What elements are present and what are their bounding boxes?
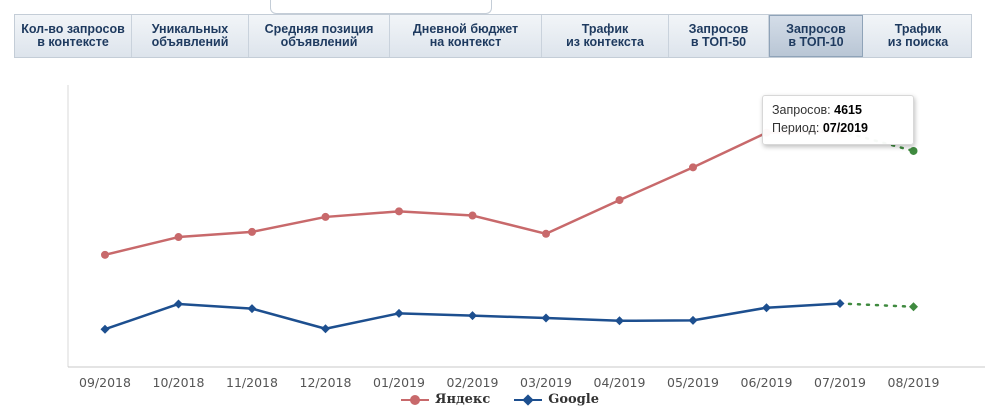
line-chart: 09/2018 10/2018 11/2018 12/2018 01/2019 02/20… bbox=[67, 85, 985, 390]
data-point bbox=[321, 212, 330, 221]
x-tick-label: 08/2019 bbox=[888, 375, 940, 390]
diamond-marker-icon bbox=[514, 394, 543, 406]
legend-item-0[interactable]: Яндекс bbox=[401, 392, 490, 407]
data-point bbox=[100, 324, 110, 334]
data-point bbox=[321, 324, 330, 334]
data-point bbox=[541, 313, 551, 323]
x-tick-label: 10/2018 bbox=[153, 375, 205, 390]
data-point bbox=[248, 227, 256, 236]
x-tick-label: 03/2019 bbox=[520, 375, 572, 390]
legend: Яндекс Google bbox=[0, 392, 1000, 407]
tab-0[interactable]: Кол-во запросов в контексте bbox=[15, 15, 132, 57]
data-point bbox=[468, 211, 477, 220]
data-point bbox=[468, 311, 477, 321]
x-tick-label: 04/2019 bbox=[594, 375, 646, 390]
tab-2[interactable]: Средняя позиция объявлений bbox=[249, 15, 390, 57]
data-point bbox=[101, 250, 109, 259]
x-tick-label: 05/2019 bbox=[667, 375, 719, 390]
tooltip-value-requests: 4615 bbox=[834, 103, 862, 117]
search-box-stub bbox=[270, 0, 492, 14]
x-tick-label: 02/2019 bbox=[447, 375, 499, 390]
x-tick-label: 01/2019 bbox=[373, 375, 425, 390]
series-forecast-point-0 bbox=[909, 146, 918, 155]
chart-area: 09/2018 10/2018 11/2018 12/2018 01/2019 02/20… bbox=[0, 60, 1000, 420]
tab-1[interactable]: Уникальных объявлений bbox=[132, 15, 249, 57]
tab-6[interactable]: Запросов в ТОП-10 bbox=[769, 15, 863, 57]
x-tick-label: 06/2019 bbox=[741, 375, 793, 390]
tab-4[interactable]: Трафик из контекста bbox=[542, 15, 669, 57]
data-point bbox=[835, 298, 845, 308]
series-forecast-line-1 bbox=[838, 302, 915, 309]
metric-tabs: Кол-во запросов в контексте Уникальных об… bbox=[14, 14, 972, 58]
tooltip-label-requests: Запросов: bbox=[772, 103, 831, 117]
tooltip-label-period: Период: bbox=[772, 121, 820, 135]
x-tick-label: 07/2019 bbox=[814, 375, 866, 390]
tab-7[interactable]: Трафик из поиска bbox=[887, 21, 949, 49]
data-point bbox=[615, 196, 624, 205]
data-point bbox=[615, 316, 624, 326]
chart-tooltip: Запросов: 4615 Период: 07/2019 bbox=[762, 95, 914, 145]
data-point bbox=[688, 315, 698, 325]
legend-label: Google bbox=[548, 392, 599, 407]
tooltip-value-period: 07/2019 bbox=[822, 121, 868, 135]
series-forecast-point-1 bbox=[909, 302, 918, 312]
tab-5[interactable]: Запросов в ТОП-50 bbox=[669, 15, 769, 57]
data-point bbox=[395, 207, 403, 216]
x-tick-label: 11/2018 bbox=[226, 375, 278, 390]
data-point bbox=[247, 304, 257, 314]
legend-label: Яндекс bbox=[435, 392, 491, 407]
x-tick-label: 12/2018 bbox=[300, 375, 352, 390]
circle-marker-icon bbox=[401, 394, 430, 406]
data-point bbox=[762, 303, 771, 313]
data-point bbox=[174, 233, 183, 242]
series-line-0 bbox=[104, 129, 841, 257]
tab-3[interactable]: Дневной бюджет на контекст bbox=[390, 15, 542, 57]
data-point bbox=[542, 229, 550, 238]
data-point bbox=[394, 308, 404, 318]
data-point bbox=[689, 163, 697, 172]
legend-item-1[interactable]: Google bbox=[514, 392, 599, 407]
x-tick-label: 09/2018 bbox=[79, 375, 131, 390]
data-point bbox=[174, 299, 183, 309]
